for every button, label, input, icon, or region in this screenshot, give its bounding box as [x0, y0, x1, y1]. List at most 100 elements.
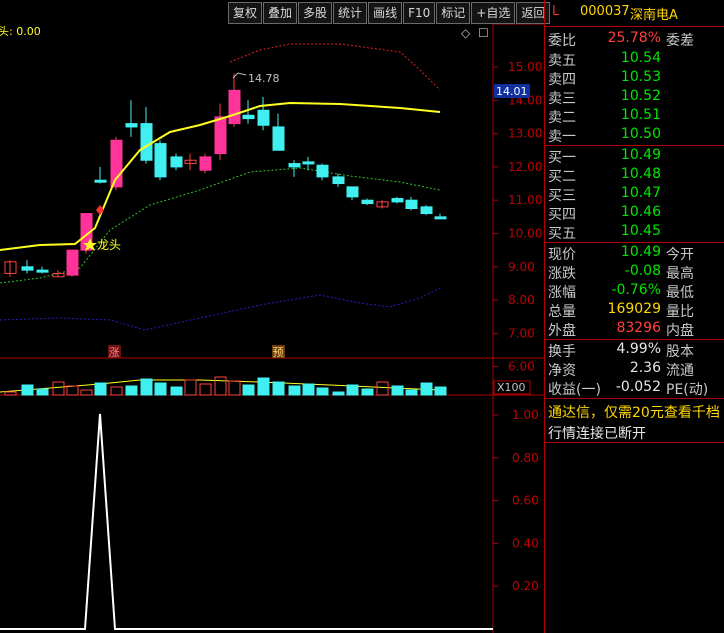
quote-row: 买四 10.46 [545, 204, 724, 223]
stock-code[interactable]: 000037 [580, 4, 630, 19]
quote-label: 买二 [548, 169, 576, 185]
promo-message[interactable]: 通达信，仅需20元查看千档 [548, 405, 720, 421]
candle-body [110, 139, 123, 188]
candle-body [140, 123, 153, 161]
volume-bar [66, 385, 79, 396]
volume-bar [346, 384, 359, 396]
dragon-star-icon [83, 238, 97, 251]
quote-row: 买二 10.48 [545, 166, 724, 185]
candle-body [257, 109, 270, 126]
quote-label-2: 今开 [666, 247, 694, 263]
stock-name[interactable]: 深南电A [630, 8, 678, 23]
quote-row: 净资 2.36 流通 [545, 360, 724, 379]
quote-label-2: 委差 [666, 33, 694, 49]
price-tick-label: 12.00 [508, 160, 542, 174]
quote-label: 卖三 [548, 91, 576, 107]
quote-value: 10.46 [620, 204, 661, 220]
volume-bar [214, 376, 227, 396]
quote-panel: L 000037 深南电A 委比 25.78% 委差 卖五 10.54 卖四 10.53 卖三… [544, 0, 724, 633]
volume-bar [361, 388, 374, 396]
candle-body [154, 143, 167, 178]
quote-value: 169029 [607, 301, 661, 317]
candle-body [125, 123, 138, 128]
quote-label-2: PE(动) [666, 382, 709, 398]
quote-label: 买五 [548, 226, 576, 242]
volume-bar [242, 384, 255, 396]
quote-value: 2.36 [629, 360, 661, 376]
volume-bar [420, 382, 433, 396]
candle-body [302, 161, 315, 165]
quote-row: 买五 10.45 [545, 223, 724, 242]
volume-bar [110, 386, 123, 396]
candle-body [346, 186, 359, 198]
quote-value: 10.49 [620, 244, 661, 260]
volume-bar [36, 388, 49, 396]
quote-value: 10.53 [620, 69, 661, 85]
toolbar-button-7[interactable]: +自选 [471, 2, 516, 24]
candle-body [66, 249, 79, 276]
candle-body [52, 272, 65, 278]
price-tick-label: 11.00 [508, 193, 542, 207]
candle-body [376, 201, 389, 208]
quote-value: -0.052 [615, 379, 661, 395]
quote-row: 买一 10.49 [545, 147, 724, 166]
candle-body [405, 199, 418, 210]
kline-chart[interactable]: 15.0014.0013.0012.0011.0010.009.008.007.… [0, 0, 544, 633]
quote-value: 25.78% [607, 30, 661, 46]
price-tick-label: 9.00 [508, 260, 535, 274]
volume-bar [272, 381, 285, 396]
marker-yu-bg [272, 345, 285, 358]
candle-body [361, 199, 374, 205]
candle-body [391, 198, 404, 203]
volume-bar [52, 381, 65, 396]
quote-label: 外盘 [548, 323, 576, 339]
volume-bar [94, 382, 107, 396]
osc-tick-label: 0.20 [512, 579, 539, 593]
toolbar-button-4[interactable]: 画线 [368, 2, 403, 24]
quote-label: 换手 [548, 344, 576, 360]
volume-bar [302, 383, 315, 396]
quote-label: 涨幅 [548, 285, 576, 301]
toolbar-button-5[interactable]: F10 [403, 2, 436, 24]
volume-bar [257, 377, 270, 396]
separator [545, 339, 724, 340]
candle-body [434, 216, 447, 220]
quote-value: 10.54 [620, 50, 661, 66]
volume-bar [4, 391, 17, 396]
separator [545, 398, 724, 399]
toolbar-button-0[interactable]: 复权 [228, 2, 263, 24]
candle-body [94, 179, 107, 183]
osc-tick-label: 0.40 [512, 536, 539, 550]
upper-band-line [229, 43, 441, 91]
quote-label-2: 最低 [666, 285, 694, 301]
osc-tick-label: 0.60 [512, 494, 539, 508]
price-tick-label: 7.00 [508, 326, 535, 340]
quote-label-2: 股本 [666, 344, 694, 360]
toolbar: 复权 叠加 多股 统计 画线 F10 标记 +自选 返回 [228, 2, 551, 24]
quote-value: 10.50 [620, 126, 661, 142]
quote-value: 4.99% [616, 341, 661, 357]
marker-zhang: 涨 [109, 346, 120, 359]
quote-row: 外盘 83296 内盘 [545, 320, 724, 339]
toolbar-button-6[interactable]: 标记 [436, 2, 471, 24]
oscillator-line [0, 413, 493, 630]
quote-label: 买一 [548, 150, 576, 166]
toolbar-button-2[interactable]: 多股 [298, 2, 333, 24]
quote-row: 卖二 10.51 [545, 107, 724, 126]
toolbar-button-1[interactable]: 叠加 [263, 2, 298, 24]
quote-label-2: 内盘 [666, 323, 694, 339]
osc-tick-label: 1.00 [512, 408, 539, 422]
separator [545, 242, 724, 243]
quote-label: 买四 [548, 207, 576, 223]
price-tick-label: 15.00 [508, 60, 542, 74]
diamond-icon: ◇ [461, 26, 471, 40]
quote-value: 10.51 [620, 107, 661, 123]
quote-value: 10.48 [620, 166, 661, 182]
toolbar-button-8[interactable]: 返回 [516, 2, 551, 24]
quote-row: 卖五 10.54 [545, 50, 724, 69]
volume-bar [199, 383, 212, 396]
toolbar-button-3[interactable]: 统计 [333, 2, 368, 24]
quote-row: 换手 4.99% 股本 [545, 341, 724, 360]
quote-row: 卖一 10.50 [545, 126, 724, 145]
quote-value: 10.52 [620, 88, 661, 104]
